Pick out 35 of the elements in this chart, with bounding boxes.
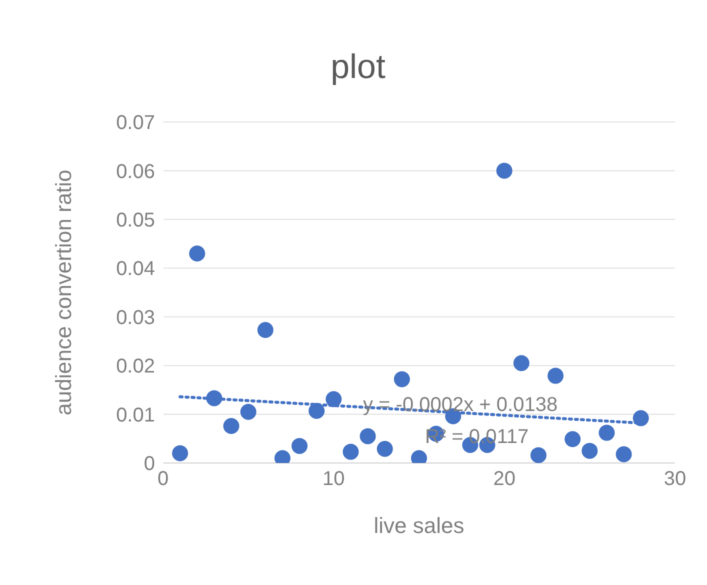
point <box>530 447 546 463</box>
point <box>582 442 598 459</box>
point <box>598 424 615 441</box>
point <box>308 402 325 419</box>
point <box>240 404 256 420</box>
point <box>292 438 308 454</box>
point <box>172 445 188 462</box>
point <box>564 431 581 448</box>
point <box>189 246 206 262</box>
y-tick-label: 0.05 <box>116 210 155 232</box>
x-tick-label: 10 <box>322 468 345 490</box>
y-tick-label: 0.04 <box>116 258 155 280</box>
y-axis-title: audience convertion ratio <box>50 170 76 416</box>
point <box>394 371 410 388</box>
y-tick-label: 0.01 <box>116 404 155 426</box>
chart-title: plot <box>330 48 386 87</box>
point <box>257 322 274 338</box>
y-tick-label: 0 <box>144 453 155 476</box>
point <box>513 355 530 372</box>
point <box>360 428 376 444</box>
x-axis-title: live sales <box>374 513 464 538</box>
point <box>632 410 649 426</box>
x-tick-label: 20 <box>493 468 516 490</box>
y-tick-label: 0.07 <box>116 112 155 134</box>
x-tick-label: 0 <box>157 468 169 490</box>
y-tick-label: 0.03 <box>116 306 155 329</box>
point <box>616 446 632 462</box>
point <box>223 418 240 434</box>
point <box>548 368 564 384</box>
x-tick-label: 30 <box>664 468 686 490</box>
point <box>496 162 512 179</box>
point <box>376 440 393 457</box>
point <box>342 444 359 460</box>
y-tick-label: 0.02 <box>116 356 155 378</box>
y-tick-label: 0.06 <box>116 160 155 183</box>
